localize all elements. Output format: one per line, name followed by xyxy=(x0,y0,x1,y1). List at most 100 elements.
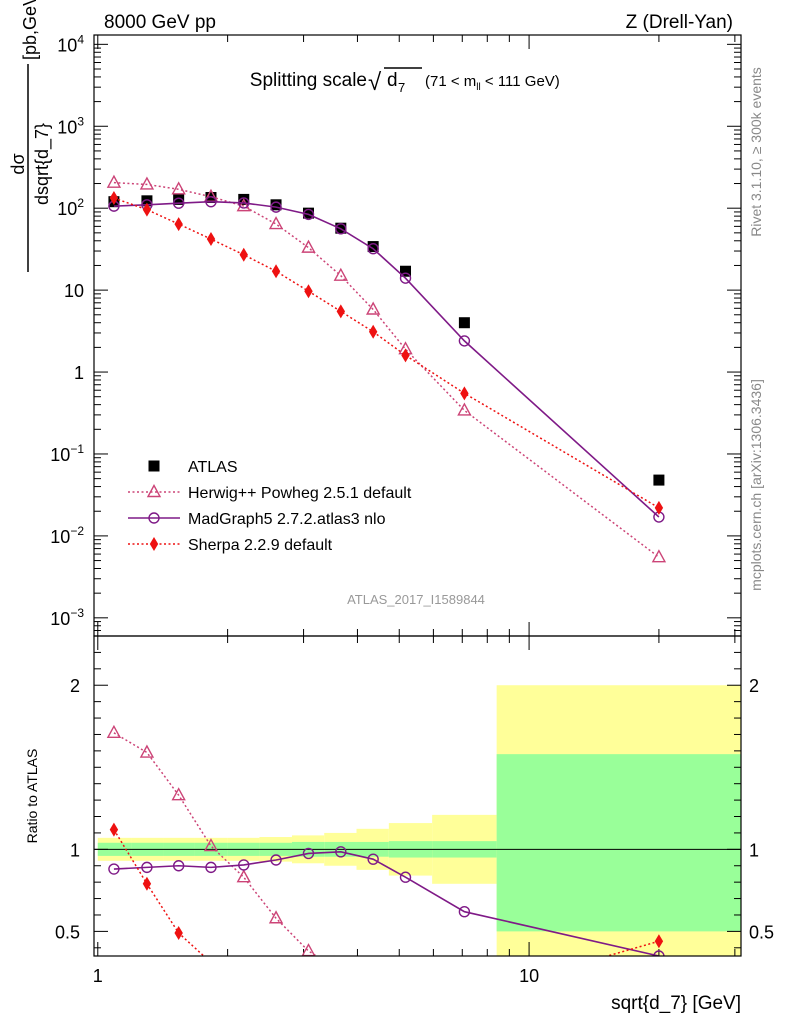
ratio-point xyxy=(458,905,471,918)
data-point xyxy=(271,264,281,279)
y-tick-label: 103 xyxy=(57,114,84,137)
legend-entry: ATLAS xyxy=(148,459,238,476)
legend-label: Herwig++ Powheg 2.5.1 default xyxy=(188,485,412,502)
legend-label: Sherpa 2.2.9 default xyxy=(188,537,333,554)
data-point xyxy=(336,304,346,319)
top-ylabel-units-pre: [pb,GeV xyxy=(20,0,40,60)
data-point xyxy=(302,208,315,221)
data-point xyxy=(236,198,251,212)
data-point xyxy=(109,191,119,206)
y-tick-exp: −3 xyxy=(70,606,84,620)
ratio-point xyxy=(109,822,119,837)
ratio-y-tick-label: 1 xyxy=(70,840,80,860)
x-axis-label: sqrt{d_7} [GeV] xyxy=(611,993,741,1014)
y-tick-exp: 3 xyxy=(77,114,84,128)
data-point xyxy=(460,386,469,401)
bottom-ylabel: Ratio to ATLAS xyxy=(24,749,40,844)
ratio-y-tick-label-right: 1 xyxy=(749,840,759,860)
series-line xyxy=(113,197,660,509)
series-line xyxy=(113,181,660,558)
y-tick-exp: 2 xyxy=(77,196,84,210)
data-point xyxy=(142,202,152,217)
series-2 xyxy=(108,196,665,523)
top-ylabel-numerator: dσ xyxy=(8,153,28,174)
top-ylabel-units: [pb,GeV-1] xyxy=(18,0,40,60)
ratio-y-tick-label-right: 2 xyxy=(749,676,759,696)
y-tick-label: 10−1 xyxy=(50,442,84,465)
chart-title-range-sub: ll xyxy=(476,82,480,93)
y-tick-label: 10−3 xyxy=(50,606,84,629)
data-point xyxy=(654,500,664,515)
data-point xyxy=(270,201,282,213)
legend-marker xyxy=(148,460,160,472)
ratio-point xyxy=(205,861,217,874)
data-point xyxy=(457,402,472,416)
series-3 xyxy=(109,191,664,515)
data-point xyxy=(302,207,314,219)
ratio-plot xyxy=(106,724,665,956)
ratio-point xyxy=(106,724,122,739)
ratio-point xyxy=(268,910,284,924)
data-point xyxy=(304,284,313,299)
ratio-point xyxy=(238,859,250,871)
ratio-point xyxy=(654,934,664,949)
y-tick-label: 102 xyxy=(57,196,84,219)
uncertainty-bands xyxy=(94,685,741,956)
ratio-series-3 xyxy=(109,822,664,956)
y-tick-label: 104 xyxy=(57,32,84,55)
data-point xyxy=(653,474,665,486)
top-ylabel: dσ dsqrt{d_7} [pb,GeV-1] xyxy=(8,0,53,272)
ratio-point xyxy=(270,854,282,866)
data-point xyxy=(399,272,412,284)
rivet-label: Rivet 3.1.10, ≥ 300k events xyxy=(748,67,764,237)
series-0 xyxy=(108,192,665,486)
data-point xyxy=(333,267,348,281)
data-point xyxy=(171,181,186,195)
data-point xyxy=(239,247,248,262)
data-point xyxy=(205,192,217,204)
data-point xyxy=(206,232,216,247)
data-point xyxy=(335,223,347,235)
chart-title-sqrt: √ xyxy=(368,69,382,96)
data-point xyxy=(401,348,410,363)
data-point xyxy=(367,241,379,253)
data-point xyxy=(205,196,217,208)
process-label: Z (Drell-Yan) xyxy=(626,12,733,33)
chart-title-main: Splitting scale xyxy=(250,70,367,91)
data-point xyxy=(173,193,185,205)
collider-label: 8000 GeV pp xyxy=(104,12,216,33)
data-series xyxy=(106,174,667,563)
data-point xyxy=(268,216,284,230)
y-tick-base: 10 xyxy=(50,445,70,465)
ratio-y-tick-label-right: 0.5 xyxy=(749,922,774,942)
top-ylabel-denominator: dsqrt{d_7} xyxy=(32,123,53,205)
ratio-point xyxy=(141,861,153,874)
y-tick-base: 10 xyxy=(57,199,77,219)
x-tick-label: 10 xyxy=(519,966,539,986)
y-tick-base: 1 xyxy=(74,363,84,383)
y-tick-base: 10 xyxy=(64,281,84,301)
y-tick-label: 10−2 xyxy=(50,524,84,547)
analysis-id: ATLAS_2017_I1589844 xyxy=(347,592,485,607)
y-tick-exp: −1 xyxy=(70,442,84,456)
y-tick-label: 10 xyxy=(64,281,84,301)
ratio-point xyxy=(302,847,315,860)
data-point xyxy=(365,301,381,315)
legend-marker xyxy=(146,484,162,498)
y-tick-exp: 4 xyxy=(77,32,84,46)
x-tick-label: 1 xyxy=(93,966,103,986)
data-point xyxy=(106,174,122,188)
chart-title-range: (71 < mll < 111 GeV) xyxy=(425,73,560,93)
legend: ATLAS Herwig++ Powheg 2.5.1 default MadGra… xyxy=(128,459,412,554)
ratio-point xyxy=(335,846,347,858)
data-point xyxy=(139,176,155,190)
chart-title-range-pre: (71 < m xyxy=(425,73,476,90)
ratio-point xyxy=(142,876,152,891)
mcplots-label: mcplots.cern.ch [arXiv:1306.3436] xyxy=(748,379,764,591)
y-tick-exp: −2 xyxy=(70,524,84,538)
ratio-point xyxy=(108,863,120,875)
frames xyxy=(93,34,742,957)
